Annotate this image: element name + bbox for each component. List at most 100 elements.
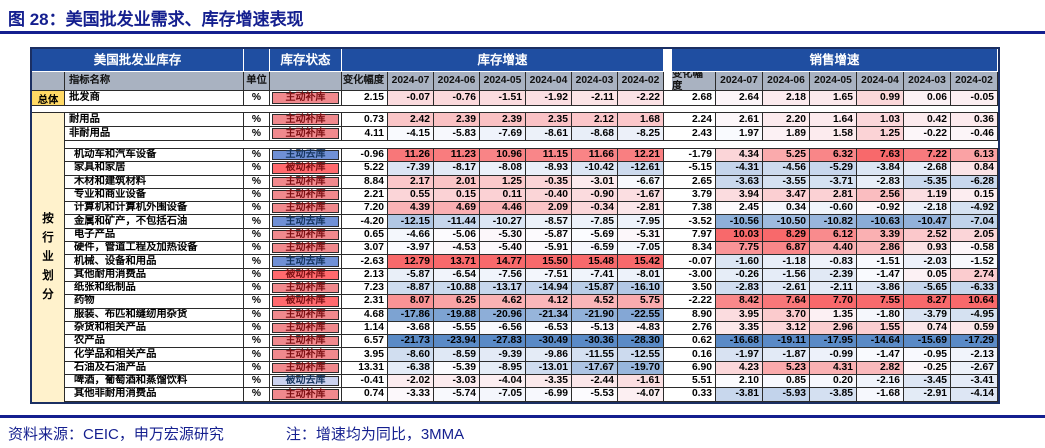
status-badge: 主动补库 <box>272 176 339 187</box>
sales-month-value: -4.95 <box>951 308 998 321</box>
inv-month-value: -8.68 <box>572 127 618 140</box>
inv-month-value: -11.44 <box>434 215 480 228</box>
sales-month-value: -1.60 <box>716 255 763 268</box>
status-badge: 主动补库 <box>272 309 339 320</box>
status-cell: 主动补库 <box>270 202 342 215</box>
unit-cell: % <box>244 295 270 308</box>
row-label: 木材和建筑材料 <box>65 175 244 188</box>
inv-month-value: -2.02 <box>388 375 434 388</box>
inv-month-header: 2024-06 <box>434 72 480 90</box>
inv-month-value: -0.90 <box>572 188 618 202</box>
section-gap <box>664 72 672 90</box>
inv-month-value: -8.60 <box>388 348 434 361</box>
inv-month-value: -9.39 <box>480 348 526 361</box>
status-badge: 主动补库 <box>272 202 339 214</box>
sales-change-value: 2.65 <box>672 175 716 188</box>
table-row: 农产品% 主动补库 6.57 -21.73 -23.94 -27.83 -30.49 -30.… <box>32 335 998 349</box>
sales-month-value: 3.95 <box>716 308 763 321</box>
sales-month-value: 5.25 <box>763 149 810 162</box>
unit-header: 单位 <box>244 72 270 90</box>
inv-month-value: -0.07 <box>388 91 434 105</box>
sales-month-value: 2.20 <box>763 113 810 126</box>
sales-month-value: -3.45 <box>904 375 951 388</box>
inv-month-value: -7.95 <box>618 215 664 228</box>
inv-month-value: -8.95 <box>480 361 526 375</box>
sales-month-value: -16.68 <box>716 335 763 348</box>
inv-month-value: 15.42 <box>618 255 664 268</box>
table-row: 服装、布匹和缝纫用杂货% 主动补库 4.68 -17.86 -19.88 -20.96 -2… <box>32 308 998 322</box>
sales-month-value: -2.68 <box>904 162 951 175</box>
inv-month-value: 0.15 <box>434 188 480 202</box>
inv-month-value: 4.12 <box>526 295 572 308</box>
inv-month-header: 2024-05 <box>480 72 526 90</box>
sales-month-header: 2024-06 <box>763 72 810 90</box>
section-gap <box>664 361 672 375</box>
inventory-growth-header: 库存增速 <box>342 49 664 71</box>
section-gap <box>664 49 672 71</box>
sales-month-value: 2.64 <box>716 91 763 105</box>
sales-month-value: 0.34 <box>763 202 810 215</box>
sales-month-value: 7.75 <box>716 242 763 255</box>
status-cell: 主动去库 <box>270 215 342 228</box>
inv-month-value: -1.67 <box>618 188 664 202</box>
status-badge: 主动补库 <box>272 282 339 294</box>
inv-month-value: -27.83 <box>480 335 526 348</box>
status-cell: 主动补库 <box>270 188 342 202</box>
sales-month-value: -10.82 <box>810 215 857 228</box>
sales-change-header: 变化幅度 <box>672 72 716 90</box>
sales-change-value: -3.00 <box>672 268 716 281</box>
section-gap <box>664 242 672 255</box>
inv-month-value: -5.53 <box>572 388 618 401</box>
inv-change-value: 7.20 <box>342 202 388 215</box>
status-cell: 主动补库 <box>270 281 342 295</box>
status-badge: 主动补库 <box>272 349 339 360</box>
inv-month-value: -13.01 <box>526 361 572 375</box>
sales-change-value: 6.90 <box>672 361 716 375</box>
sales-month-value: -17.29 <box>951 335 998 348</box>
sales-month-value: -0.99 <box>810 348 857 361</box>
table-row: 指标名称 单位 变化幅度 2024-07 2024-06 2024-05 2024-04 20… <box>32 72 998 91</box>
table-row: 石油及石油产品% 主动补库 13.31 -6.38 -5.39 -8.95 -13.01 -1… <box>32 361 998 376</box>
table-row: 杂货和相关产品% 主动补库 1.14 -3.68 -5.55 -6.56 -6.53 -5.1… <box>32 321 998 336</box>
inv-change-value: 2.21 <box>342 188 388 202</box>
inv-month-value: -3.33 <box>388 388 434 401</box>
table-row: 机动车和汽车设备% 主动去库 -0.96 11.26 11.23 10.96 11.15 11… <box>32 149 998 163</box>
inv-month-value: -19.88 <box>434 308 480 321</box>
unit-cell: % <box>244 127 270 140</box>
sales-month-value: -2.83 <box>857 175 904 188</box>
inv-month-value: 2.12 <box>572 113 618 126</box>
status-badge: 主动补库 <box>272 242 339 254</box>
inv-month-value: -15.87 <box>572 281 618 295</box>
status-cell: 主动补库 <box>270 242 342 255</box>
inv-month-value: -7.39 <box>388 162 434 175</box>
inv-month-value: -8.87 <box>388 281 434 295</box>
sales-month-value: -2.11 <box>810 281 857 295</box>
sales-month-value: -15.69 <box>904 335 951 348</box>
inv-month-value: -5.69 <box>572 228 618 242</box>
unit-cell: % <box>244 388 270 401</box>
table-row: 化学品和相关产品% 主动补库 3.95 -8.60 -8.59 -9.39 -9.86 -11… <box>32 348 998 362</box>
inv-month-value: -7.41 <box>572 268 618 281</box>
sales-month-value: -3.41 <box>951 375 998 388</box>
inv-month-value: 15.50 <box>526 255 572 268</box>
inv-month-value: -17.67 <box>572 361 618 375</box>
row-label: 非耐用品 <box>65 127 244 140</box>
inv-month-value: 0.55 <box>388 188 434 202</box>
unit-cell: % <box>244 268 270 281</box>
table-row: 电子产品% 主动补库 0.65 -4.66 -5.06 -5.30 -5.87 -5.69 -5… <box>32 228 998 243</box>
sales-month-value: -3.84 <box>857 162 904 175</box>
sales-month-value: -5.35 <box>904 175 951 188</box>
row-label: 耐用品 <box>65 113 244 126</box>
inv-month-value: 2.42 <box>388 113 434 126</box>
inv-month-value: -0.76 <box>434 91 480 105</box>
sales-month-value: -3.81 <box>716 388 763 401</box>
inv-month-value: -12.61 <box>618 162 664 175</box>
sales-month-value: 2.52 <box>904 228 951 242</box>
sales-month-value: -2.18 <box>904 202 951 215</box>
unit-cell: % <box>244 348 270 361</box>
inv-month-value: -4.83 <box>618 321 664 335</box>
inv-month-value: -6.56 <box>480 321 526 335</box>
sales-month-value: 1.64 <box>810 113 857 126</box>
footer: 资料来源：CEIC，申万宏源研究 注：增速均为同比，3MMA <box>8 423 1038 444</box>
sales-change-value: 5.51 <box>672 375 716 388</box>
